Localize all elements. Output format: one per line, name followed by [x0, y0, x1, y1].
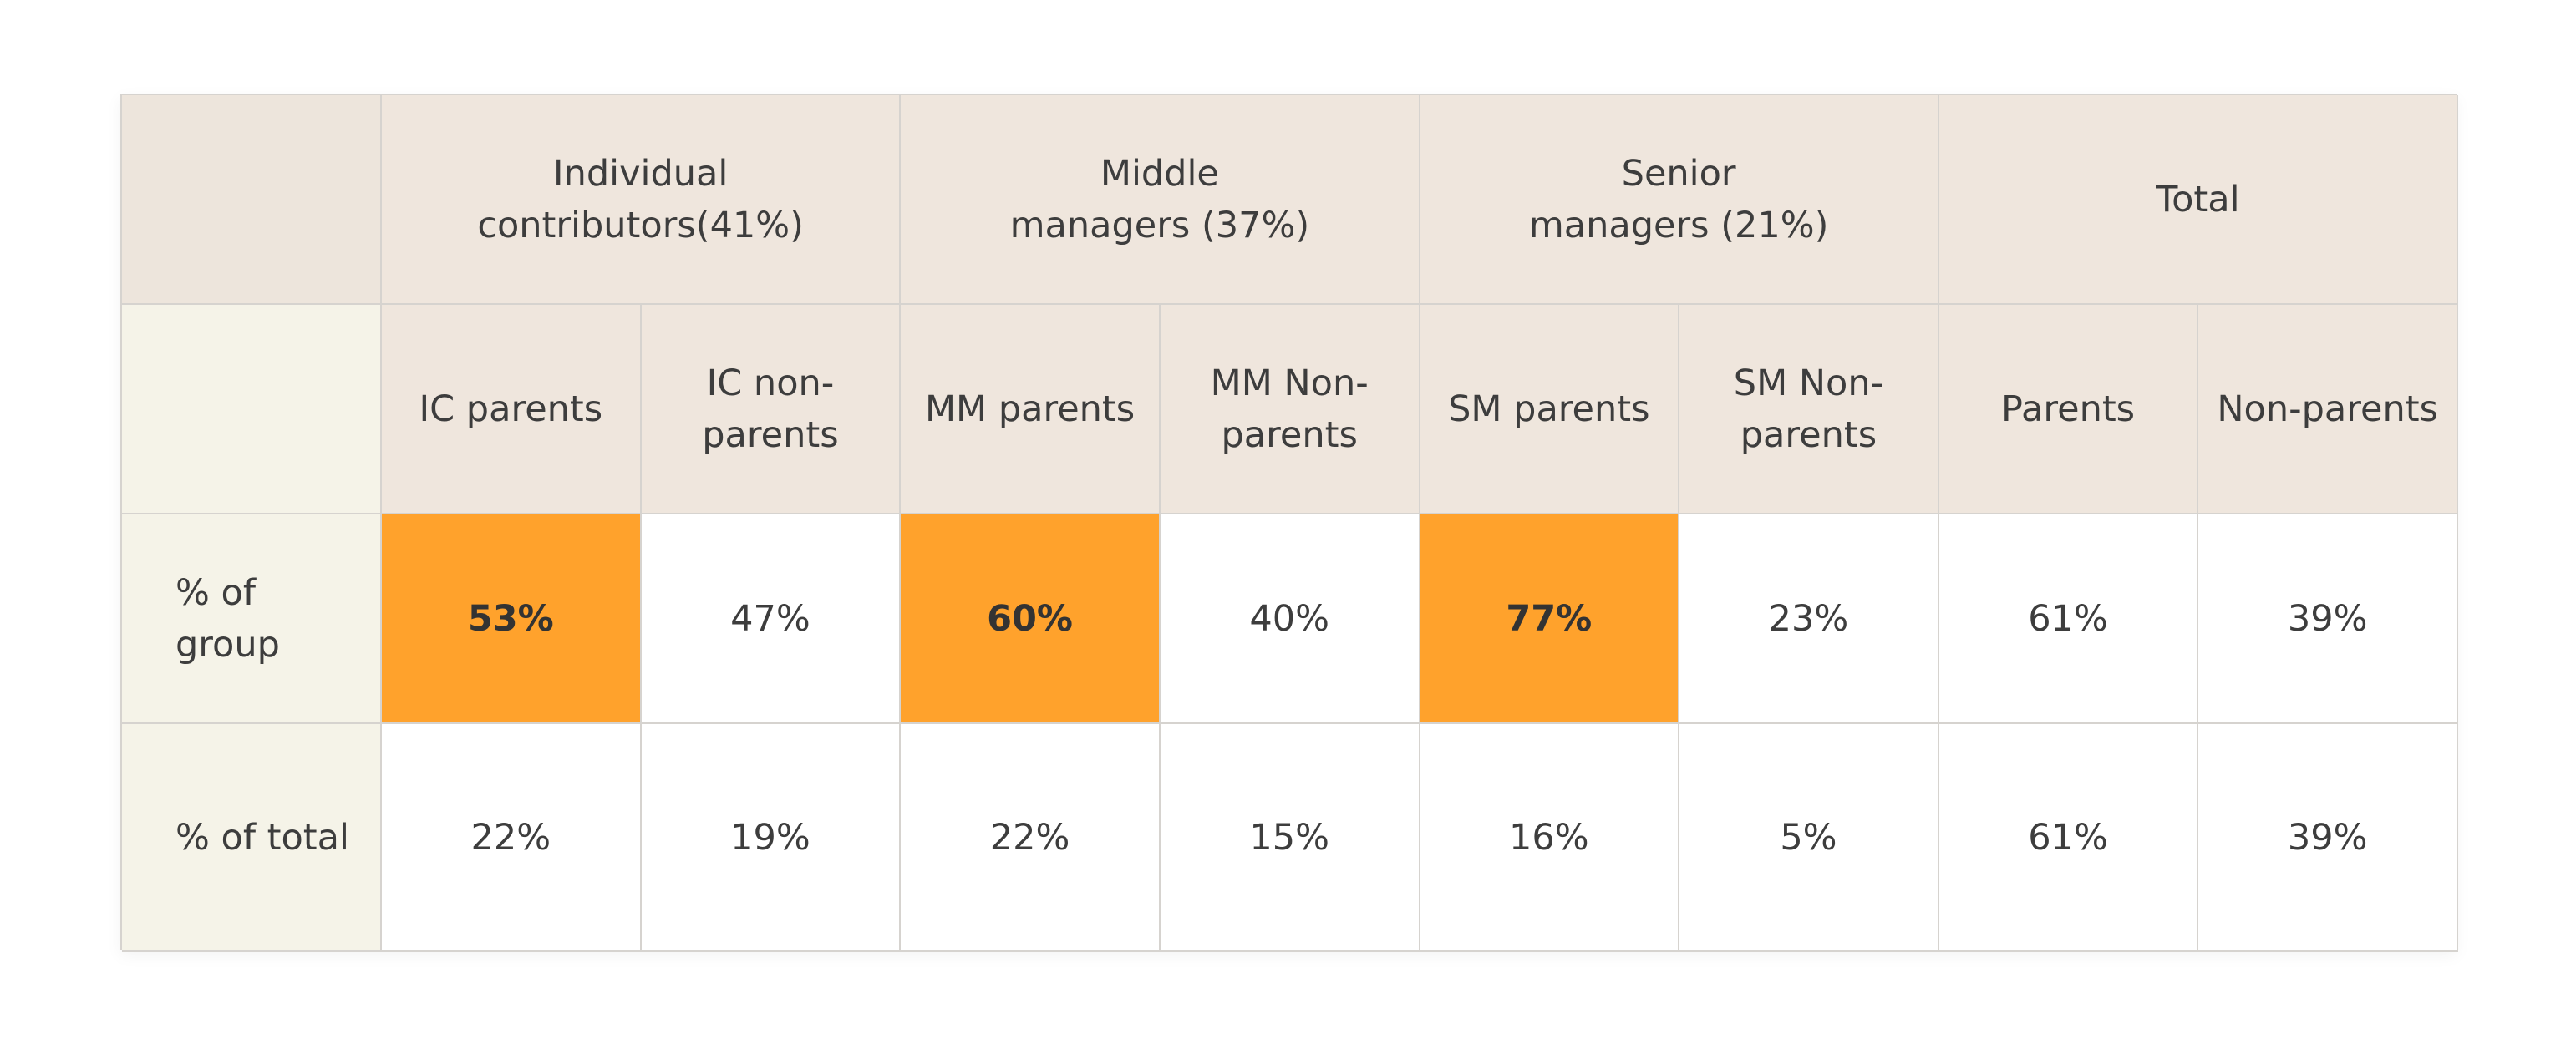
column-header-mm-non-parents: MM Non- parents: [1160, 305, 1420, 514]
table-cell: 15%: [1160, 724, 1420, 952]
table-cell: 47%: [641, 514, 902, 724]
group-header-total: Total: [1938, 95, 2458, 305]
table-cell: 39%: [2198, 514, 2458, 724]
column-header-sm-parents: SM parents: [1420, 305, 1680, 514]
column-header-parents: Parents: [1938, 305, 2199, 514]
column-header-ic-parents: IC parents: [382, 305, 642, 514]
column-header-sm-non-parents: SM Non- parents: [1679, 305, 1939, 514]
table-cell: 61%: [1938, 514, 2199, 724]
column-header-ic-non-parents: IC non- parents: [641, 305, 902, 514]
table-corner-cell: [122, 95, 382, 305]
column-header-non-parents: Non-parents: [2198, 305, 2458, 514]
table-cell: 40%: [1160, 514, 1420, 724]
table-cell: 77%: [1420, 514, 1680, 724]
row-header-percent-of-total: % of total: [122, 724, 382, 952]
table-cell: 22%: [901, 724, 1161, 952]
table-cell: 19%: [641, 724, 902, 952]
table-cell: 61%: [1938, 724, 2199, 952]
group-header-individual-contributors: Individual contributors(41%): [382, 95, 902, 305]
table-cell: 22%: [382, 724, 642, 952]
table-cell: 23%: [1679, 514, 1939, 724]
row-header-blank-cell: [122, 305, 382, 514]
column-header-mm-parents: MM parents: [901, 305, 1161, 514]
group-header-senior-managers: Senior managers (21%): [1420, 95, 1939, 305]
table-cell: 5%: [1679, 724, 1939, 952]
table-cell: 60%: [901, 514, 1161, 724]
table-cell: 53%: [382, 514, 642, 724]
data-table: Individual contributors(41%) Middle mana…: [120, 94, 2458, 952]
group-header-middle-managers: Middle managers (37%): [901, 95, 1420, 305]
table-cell: 16%: [1420, 724, 1680, 952]
row-header-percent-of-group: % of group: [122, 514, 382, 724]
table-cell: 39%: [2198, 724, 2458, 952]
